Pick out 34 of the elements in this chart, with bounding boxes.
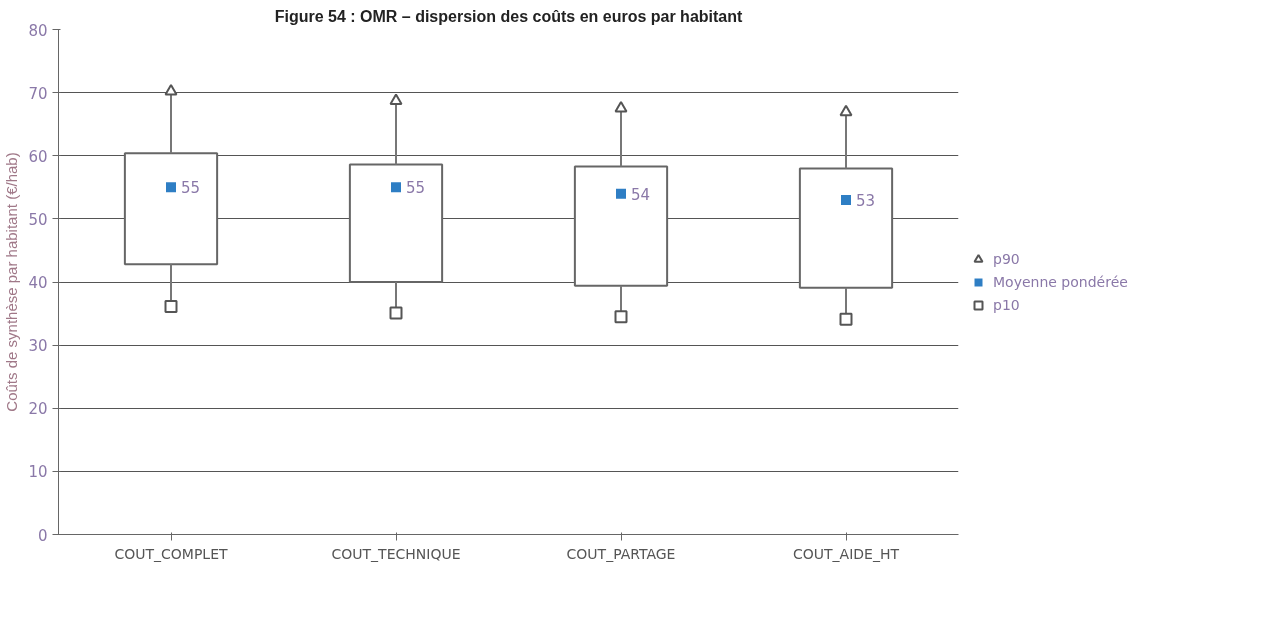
point (614, 310, 628, 324)
legend-label: Moyenne pondérée (993, 273, 1128, 290)
point (616, 188, 626, 199)
legend-label: p10 (993, 296, 1020, 313)
legend-label: p90 (993, 250, 1020, 267)
chart-title: Figure 54 : OMR – dispersion des coûts en euros par habitant (274, 7, 743, 25)
y-tick-label: 80 (28, 21, 48, 40)
point (164, 300, 178, 314)
point (839, 312, 853, 326)
point (389, 93, 403, 106)
x-tick-label: COUT_COMPLET (114, 545, 228, 562)
y-tick-label: 40 (28, 274, 48, 292)
data-label: 55 (406, 179, 426, 198)
y-tick-label: 50 (28, 210, 48, 229)
y-tick-label: 10 (28, 463, 48, 482)
data-label: 54 (631, 185, 651, 204)
y-tick-label: 70 (28, 84, 48, 103)
y-axis-title: Coûts de synthèse par habitant (€/hab) (3, 152, 21, 412)
y-tick-label: 20 (28, 400, 48, 419)
data-label: 53 (856, 191, 876, 210)
y-tick-label: 30 (28, 337, 48, 356)
point (166, 182, 176, 193)
point (391, 182, 401, 193)
y-tick-label: 0 (37, 526, 48, 545)
x-tick-label: COUT_AIDE_HT (793, 545, 900, 562)
point (164, 84, 178, 96)
x-tick-label: COUT_PARTAGE (566, 545, 676, 562)
point (614, 101, 628, 113)
x-tick-label: COUT_TECHNIQUE (331, 545, 461, 562)
point (839, 104, 853, 117)
y-tick-label: 60 (28, 147, 48, 166)
point (841, 194, 851, 205)
point (389, 306, 403, 320)
data-label: 55 (181, 179, 201, 198)
